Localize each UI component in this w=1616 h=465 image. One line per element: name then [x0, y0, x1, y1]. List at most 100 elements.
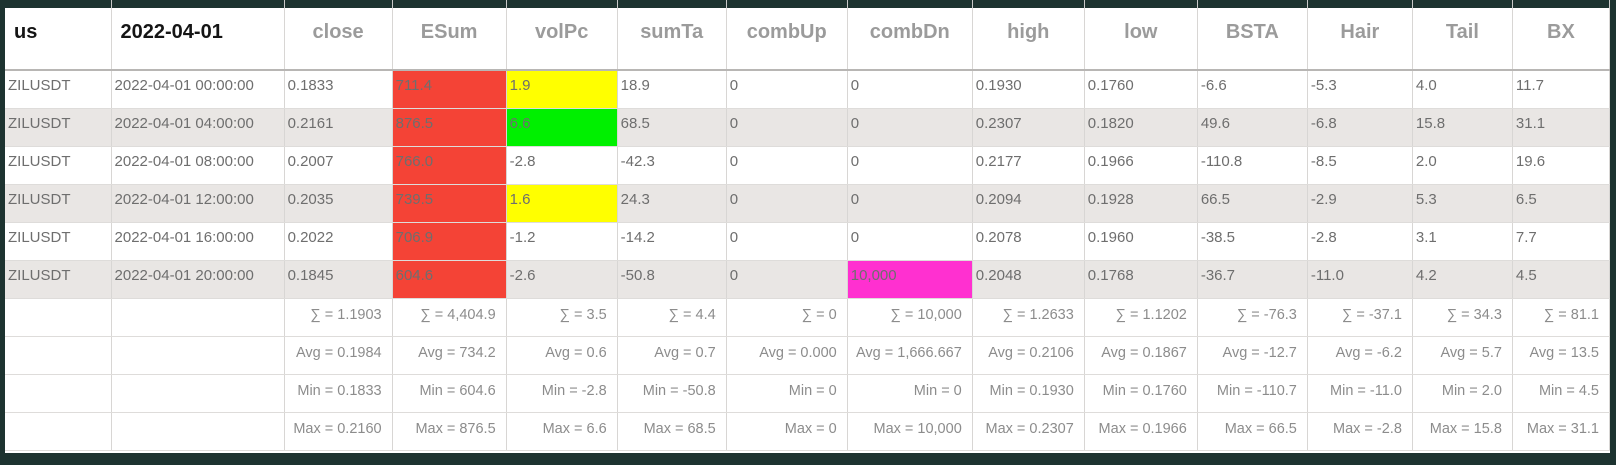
- column-header-label: low: [1124, 21, 1158, 43]
- table-row: ZILUSDT 2022-04-01 08:00:00 0.2007 766.0 -2.…: [5, 146, 1610, 185]
- cell-us: ZILUSDT: [5, 184, 112, 223]
- summary-cell-avg-high: Avg = 0.2106: [972, 336, 1085, 375]
- cell-us: ZILUSDT: [5, 70, 112, 109]
- cell-tail: 5.3: [1412, 184, 1513, 223]
- column-header-bsta[interactable]: BSTA: [1197, 8, 1308, 71]
- cell-bx: 7.7: [1512, 222, 1610, 261]
- cell-volpc: -2.8: [506, 146, 618, 185]
- header-top-border: [506, 0, 618, 8]
- summary-cell-avg-combup: Avg = 0.000: [726, 336, 848, 375]
- cell-high: 0.2094: [972, 184, 1085, 223]
- summary-cell-avg-bsta: Avg = -12.7: [1197, 336, 1308, 375]
- cell-high: 0.2307: [972, 108, 1085, 147]
- cell-low: 0.1928: [1084, 184, 1198, 223]
- summary-cell-avg-tail: Avg = 5.7: [1412, 336, 1513, 375]
- summary-cell-sum-volpc: ∑ = 3.5: [506, 298, 618, 337]
- cell-hair: -11.0: [1307, 260, 1413, 299]
- summary-cell-avg-close: Avg = 0.1984: [284, 336, 393, 375]
- cell-sumta: -42.3: [617, 146, 727, 185]
- cell-tail: 3.1: [1412, 222, 1513, 261]
- header-top-border: [5, 0, 112, 8]
- cell-hair: -2.8: [1307, 222, 1413, 261]
- summary-cell-max-high: Max = 0.2307: [972, 412, 1085, 451]
- cell-combdn: 0: [847, 184, 973, 223]
- column-header-high[interactable]: high: [972, 8, 1085, 71]
- cell-date: 2022-04-01 12:00:00: [111, 184, 285, 223]
- column-header-esum[interactable]: ESum: [392, 8, 507, 71]
- column-header-date[interactable]: 2022-04-01: [111, 8, 285, 71]
- column-header-volpc[interactable]: volPc: [506, 8, 618, 71]
- column-header-bx[interactable]: BX: [1512, 8, 1610, 71]
- table-row: ZILUSDT 2022-04-01 04:00:00 0.2161 876.5 6.6…: [5, 108, 1610, 147]
- summary-cell-min-combup: Min = 0: [726, 374, 848, 413]
- header-top-border: [1412, 0, 1513, 8]
- cell-sumta: -50.8: [617, 260, 727, 299]
- summary-cell-sum-esum: ∑ = 4,404.9: [392, 298, 507, 337]
- summary-cell-max-combup: Max = 0: [726, 412, 848, 451]
- cell-combup: 0: [726, 222, 848, 261]
- data-table: us 2022-04-01 close ESum volPc sumTa combUp com…: [5, 0, 1610, 451]
- column-header-combup[interactable]: combUp: [726, 8, 848, 71]
- cell-bx: 11.7: [1512, 70, 1610, 109]
- table-row: ZILUSDT 2022-04-01 12:00:00 0.2035 739.5 1.6…: [5, 184, 1610, 223]
- column-header-label: BX: [1547, 21, 1575, 43]
- summary-cell-sum-bsta: ∑ = -76.3: [1197, 298, 1308, 337]
- column-header-label: combUp: [746, 21, 827, 43]
- summary-cell-avg-date: [111, 336, 285, 375]
- cell-bx: 4.5: [1512, 260, 1610, 299]
- header-top-border: [847, 0, 973, 8]
- summary-cell-sum-combup: ∑ = 0: [726, 298, 848, 337]
- cell-combup: 0: [726, 146, 848, 185]
- column-header-combdn[interactable]: combDn: [847, 8, 973, 71]
- summary-cell-sum-date: [111, 298, 285, 337]
- cell-combdn: 0: [847, 70, 973, 109]
- summary-cell-min-us: [5, 374, 112, 413]
- column-header-sumta[interactable]: sumTa: [617, 8, 727, 71]
- header-top-border: [972, 0, 1085, 8]
- cell-sumta: 68.5: [617, 108, 727, 147]
- cell-combup: 0: [726, 184, 848, 223]
- summary-cell-max-close: Max = 0.2160: [284, 412, 393, 451]
- summary-cell-min-volpc: Min = -2.8: [506, 374, 618, 413]
- cell-hair: -8.5: [1307, 146, 1413, 185]
- summary-cell-avg-combdn: Avg = 1,666.667: [847, 336, 973, 375]
- column-header-hair[interactable]: Hair: [1307, 8, 1413, 71]
- header-top-border-row: [5, 0, 1610, 8]
- cell-date: 2022-04-01 08:00:00: [111, 146, 285, 185]
- summary-cell-min-sumta: Min = -50.8: [617, 374, 727, 413]
- column-header-label: high: [1007, 21, 1050, 43]
- cell-combup: 0: [726, 260, 848, 299]
- summary-cell-min-esum: Min = 604.6: [392, 374, 507, 413]
- header-top-border: [111, 0, 285, 8]
- cell-close: 0.1845: [284, 260, 393, 299]
- summary-cell-avg-us: [5, 336, 112, 375]
- cell-bsta: -38.5: [1197, 222, 1308, 261]
- table-row: ZILUSDT 2022-04-01 20:00:00 0.1845 604.6 -2.…: [5, 260, 1610, 299]
- cell-us: ZILUSDT: [5, 260, 112, 299]
- column-header-close[interactable]: close: [284, 8, 393, 71]
- summary-cell-sum-low: ∑ = 1.1202: [1084, 298, 1198, 337]
- summary-cell-max-combdn: Max = 10,000: [847, 412, 973, 451]
- cell-volpc: 6.6: [506, 108, 618, 147]
- summary-cell-min-date: [111, 374, 285, 413]
- column-header-us[interactable]: us: [5, 8, 112, 71]
- cell-date: 2022-04-01 00:00:00: [111, 70, 285, 109]
- cell-low: 0.1966: [1084, 146, 1198, 185]
- cell-volpc: 1.6: [506, 184, 618, 223]
- summary-cell-sum-tail: ∑ = 34.3: [1412, 298, 1513, 337]
- cell-high: 0.2177: [972, 146, 1085, 185]
- summary-cell-sum-combdn: ∑ = 10,000: [847, 298, 973, 337]
- summary-row-max: Max = 0.2160 Max = 876.5 Max = 6.6 Max = 68…: [5, 412, 1610, 451]
- cell-high: 0.2048: [972, 260, 1085, 299]
- summary-cell-min-hair: Min = -11.0: [1307, 374, 1413, 413]
- column-header-tail[interactable]: Tail: [1412, 8, 1513, 71]
- cell-date: 2022-04-01 04:00:00: [111, 108, 285, 147]
- cell-esum: 739.5: [392, 184, 507, 223]
- column-header-label: sumTa: [640, 21, 704, 43]
- summary-cell-min-bx: Min = 4.5: [1512, 374, 1610, 413]
- cell-volpc: -2.6: [506, 260, 618, 299]
- cell-combup: 0: [726, 70, 848, 109]
- cell-low: 0.1760: [1084, 70, 1198, 109]
- column-header-label: close: [312, 21, 364, 43]
- column-header-low[interactable]: low: [1084, 8, 1198, 71]
